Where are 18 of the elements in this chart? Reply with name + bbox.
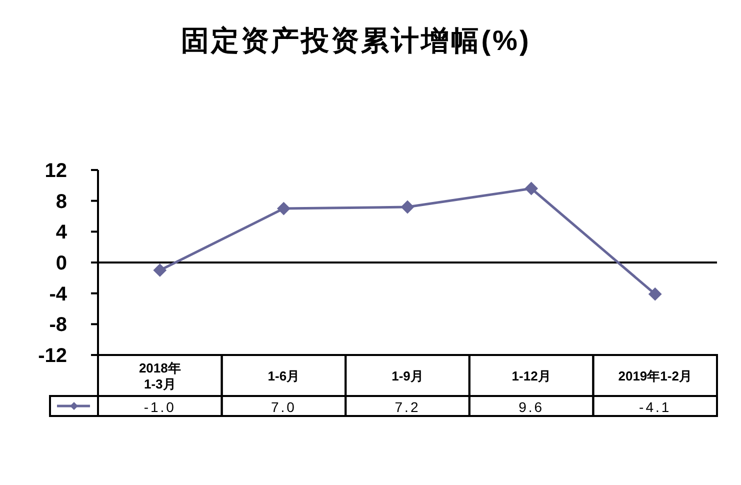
title: 固定资产投资累计增幅(%): [181, 25, 531, 56]
y-tick-label: -4: [49, 283, 68, 306]
y-tick-label: 8: [56, 190, 67, 213]
data-label: 9.6: [518, 399, 544, 415]
data-label: 7.2: [394, 399, 420, 415]
x-tick-label: 2018年 1-3月: [138, 360, 181, 392]
x-tick-label: 1-12月: [512, 368, 551, 384]
x-tick-label: 1-9月: [392, 368, 424, 384]
x-tick-label: 1-6月: [268, 368, 300, 384]
y-tick-label: 4: [56, 222, 68, 244]
y-tick-label: 12: [44, 160, 67, 182]
y-tick-label: -8: [49, 314, 67, 336]
y-tick-label: -12: [38, 345, 67, 367]
data-label: -4.1: [639, 399, 672, 415]
x-tick-label: 2019年1-2月: [618, 368, 692, 384]
y-tick-label: 0: [56, 252, 67, 274]
data-label: 7.0: [270, 399, 296, 415]
data-label: -1.0: [144, 399, 176, 415]
